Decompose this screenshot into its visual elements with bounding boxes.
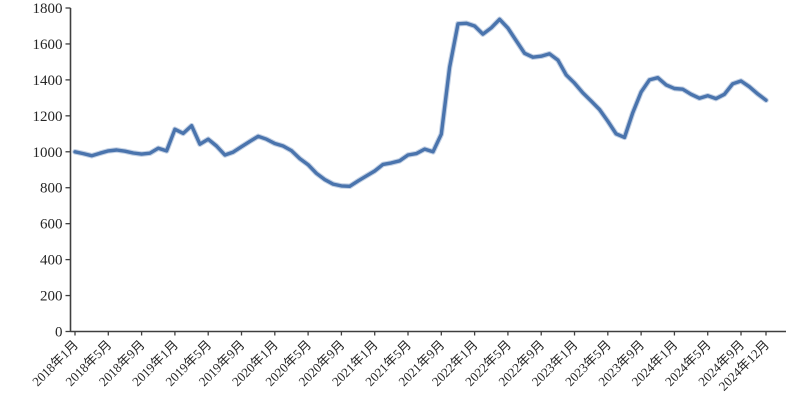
y-tick-label: 200: [40, 289, 63, 305]
y-tick-label: 1200: [33, 109, 63, 125]
data-line-halo: [72, 16, 769, 190]
y-tick-label: 800: [40, 181, 63, 197]
y-tick-label: 400: [40, 253, 63, 269]
data-line: [73, 17, 768, 189]
y-tick-label: 600: [40, 217, 63, 233]
y-tick-label: 1800: [33, 1, 63, 17]
y-tick-label: 1000: [33, 145, 63, 161]
y-tick-label: 1400: [33, 73, 63, 89]
y-tick-label: 0: [55, 325, 63, 341]
y-tick-label: 1600: [33, 37, 63, 53]
